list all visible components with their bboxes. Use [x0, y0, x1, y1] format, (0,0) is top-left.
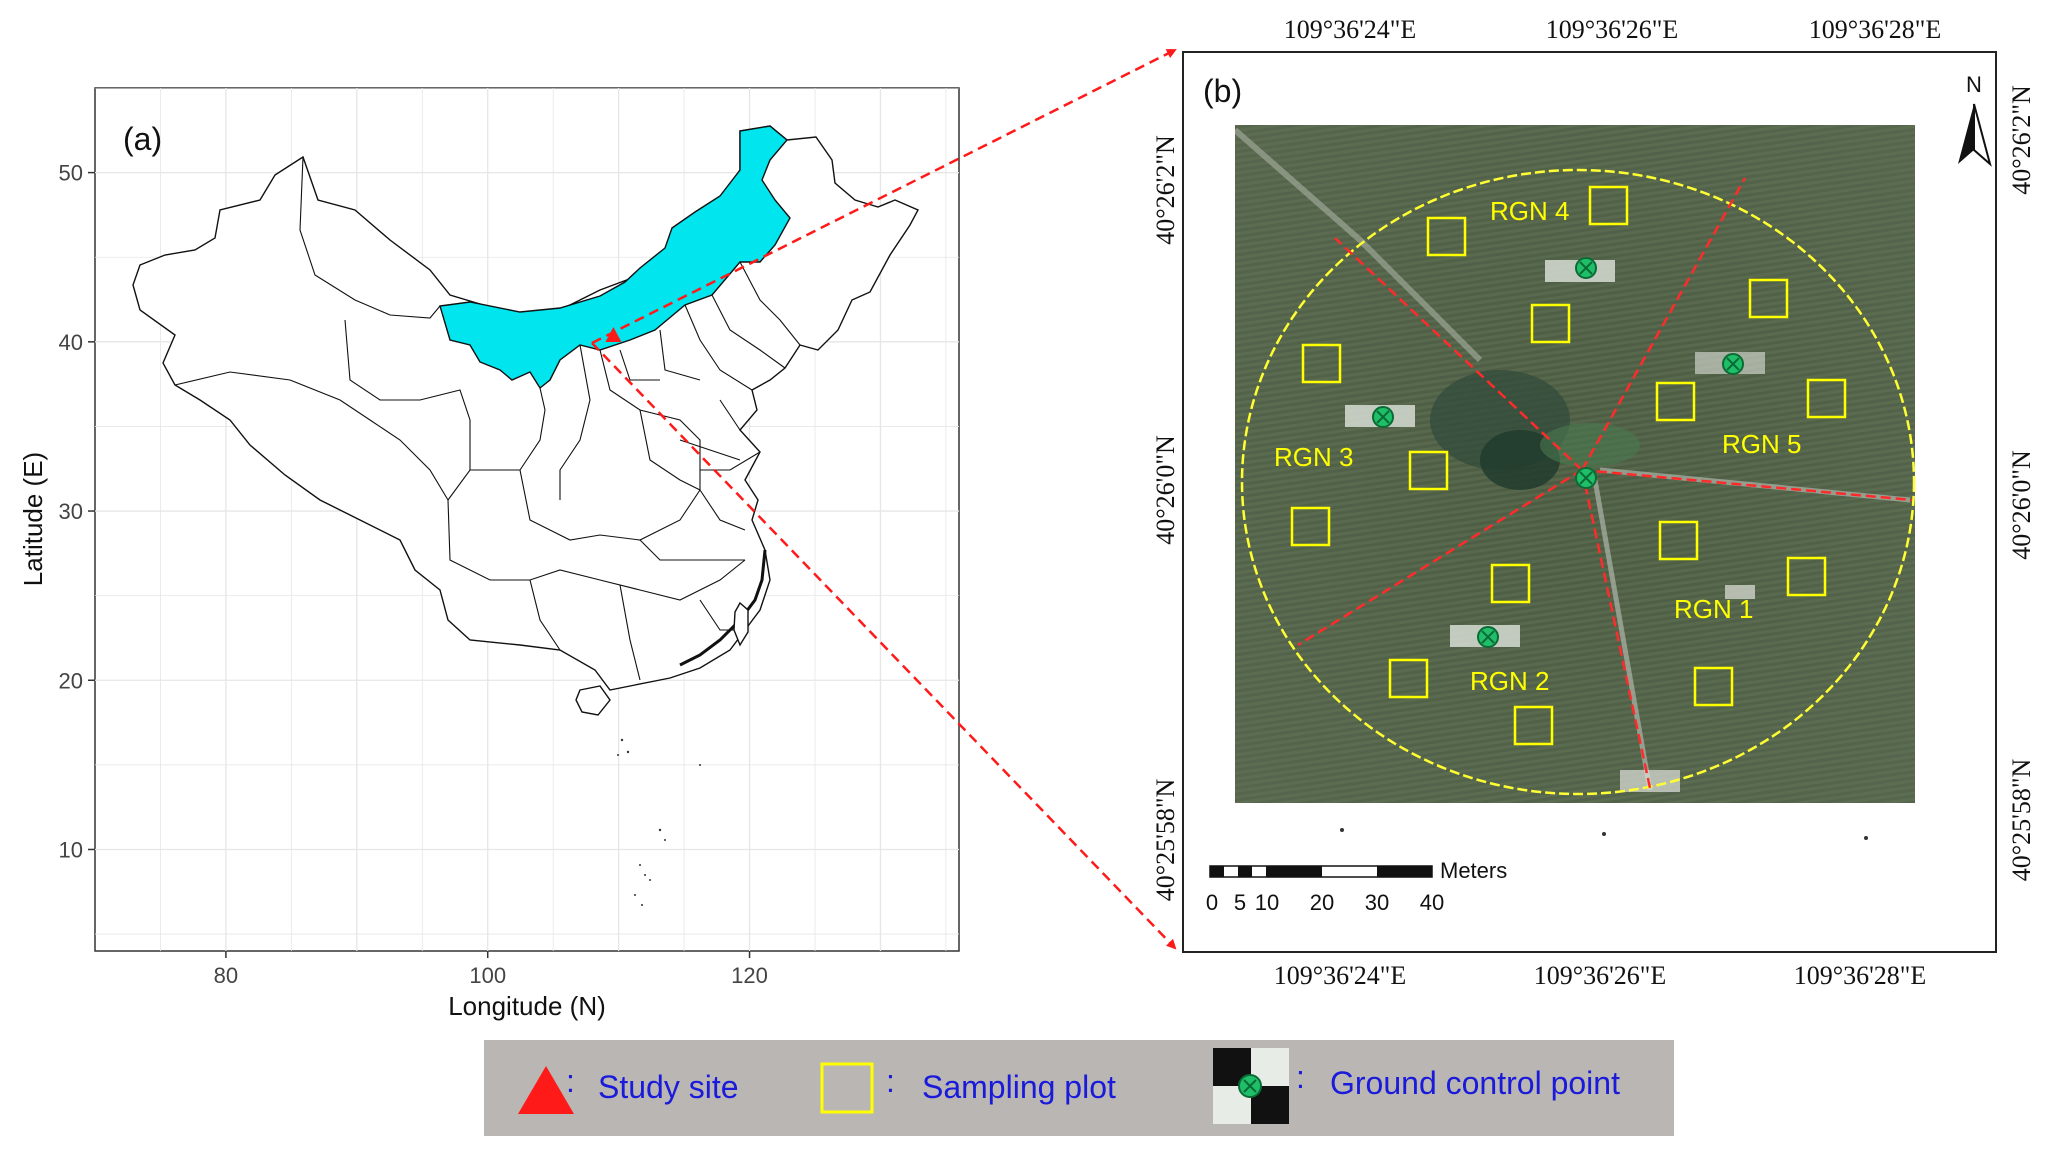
sampling-plot: [1388, 658, 1429, 699]
scale-bar: Meters 0 5 10 20 30 40: [1206, 858, 1507, 915]
panel-a-ylabel: Latitude (E): [18, 452, 48, 586]
x-tick-label: 100: [469, 963, 506, 988]
sampling-plot: [1748, 278, 1789, 319]
sampling-plot: [1513, 705, 1554, 746]
connector-bottom: [591, 342, 1177, 950]
right-tick-2: 40°26'0"N: [2007, 450, 2036, 560]
top-tick-1: 109°36'24"E: [1284, 15, 1417, 44]
gcp-icon: [1372, 406, 1394, 428]
panel-a: 80 100 120 10 20 30 40 50 (a) Longitude (N) Lat…: [18, 87, 960, 1021]
sampling-plot: [1588, 185, 1629, 226]
left-tick-1: 40°26'2"N: [1151, 135, 1180, 245]
legend-separator: :: [886, 1063, 895, 1099]
panel-a-label: (a): [123, 121, 162, 157]
y-tick-label: 10: [59, 837, 83, 862]
sampling-plot: [1426, 216, 1467, 257]
bottom-tick-2: 109°36'26"E: [1534, 961, 1667, 990]
legend-label-study-site: Study site: [598, 1069, 739, 1105]
sampling-plot: [1530, 303, 1571, 344]
inner-mongolia-highlight: [439, 125, 791, 390]
legend-background: [484, 1040, 1674, 1136]
gcp-icon: [1575, 467, 1597, 489]
scale-tick-30: 30: [1365, 890, 1389, 915]
region-label-rgn-2: RGN 2: [1470, 666, 1549, 696]
scale-bar-unit: Meters: [1440, 858, 1507, 883]
north-label: N: [1966, 72, 1982, 97]
scale-tick-10: 10: [1255, 890, 1279, 915]
legend-label-sampling-plot: Sampling plot: [922, 1069, 1116, 1105]
sampling-plot: [1693, 666, 1734, 707]
gcp-icon: [1722, 353, 1744, 375]
panel-b: RGN 1 RGN 2 RGN 3 RGN 4 RGN 5 (b) N 109°…: [1151, 15, 2036, 990]
ground-control-points: [1372, 257, 1744, 648]
sampling-plot: [1301, 343, 1342, 384]
scale-tick-40: 40: [1420, 890, 1444, 915]
panel-a-xlabel: Longitude (N): [448, 991, 606, 1021]
connector-top: [591, 48, 1177, 345]
hainan-island: [575, 685, 611, 716]
scale-tick-5: 5: [1234, 890, 1246, 915]
y-tick-label: 20: [59, 668, 83, 693]
legend: : Study site : Sampling plot : Ground co…: [484, 1040, 1674, 1136]
x-tick-label: 120: [731, 963, 768, 988]
y-tick-label: 40: [59, 330, 83, 355]
sampling-plot: [1290, 506, 1331, 547]
scale-tick-20: 20: [1310, 890, 1334, 915]
region-label-rgn-4: RGN 4: [1490, 196, 1569, 226]
y-tick-label: 30: [59, 499, 83, 524]
sampling-plot: [1786, 556, 1827, 597]
study-site-marker: [605, 327, 622, 343]
sampling-plot: [1658, 520, 1699, 561]
left-tick-3: 40°25'58"N: [1151, 779, 1180, 902]
region-labels: RGN 1 RGN 2 RGN 3 RGN 4 RGN 5: [1274, 196, 1801, 696]
zoom-connectors: [591, 48, 1177, 950]
panel-a-axes: 80 100 120 10 20 30 40 50: [59, 161, 768, 988]
sampling-plots: [1290, 185, 1847, 746]
top-tick-3: 109°36'28"E: [1809, 15, 1942, 44]
bottom-tick-1: 109°36'24"E: [1274, 961, 1407, 990]
right-tick-1: 40°26'2"N: [2007, 85, 2036, 195]
south-sea-islands: [617, 738, 701, 906]
field-boundary-circle: [1240, 168, 1916, 796]
legend-separator: :: [1296, 1059, 1305, 1095]
region-dividers: [1297, 177, 1913, 789]
gcp-icon: [1477, 626, 1499, 648]
taiwan-island: [733, 601, 749, 647]
sampling-plot: [1655, 381, 1696, 422]
coordinate-dots: [1340, 828, 1868, 840]
left-tick-2: 40°26'0"N: [1151, 435, 1180, 545]
legend-label-gcp: Ground control point: [1330, 1065, 1620, 1101]
triangle-icon: [518, 1066, 574, 1114]
region-label-rgn-3: RGN 3: [1274, 442, 1353, 472]
bottom-tick-3: 109°36'28"E: [1794, 961, 1927, 990]
china-map: [132, 125, 919, 906]
scale-tick-0: 0: [1206, 890, 1218, 915]
sampling-plot: [1408, 450, 1449, 491]
north-arrow-icon: [1958, 103, 1992, 167]
sampling-plot: [1806, 378, 1847, 419]
gcp-icon: [1213, 1048, 1289, 1124]
sampling-plot: [1490, 563, 1531, 604]
province-boundaries: [174, 156, 801, 681]
panel-b-coordinates: 109°36'24"E 109°36'26"E 109°36'28"E 109°…: [1151, 15, 2036, 990]
square-icon: [820, 1062, 874, 1114]
region-label-rgn-5: RGN 5: [1722, 429, 1801, 459]
top-tick-2: 109°36'26"E: [1546, 15, 1679, 44]
right-tick-3: 40°25'58"N: [2007, 759, 2036, 882]
y-tick-label: 50: [59, 161, 83, 186]
panel-b-label: (b): [1203, 73, 1242, 109]
region-label-rgn-1: RGN 1: [1674, 594, 1753, 624]
legend-separator: :: [566, 1063, 575, 1099]
x-tick-label: 80: [214, 963, 238, 988]
gcp-icon: [1575, 257, 1597, 279]
